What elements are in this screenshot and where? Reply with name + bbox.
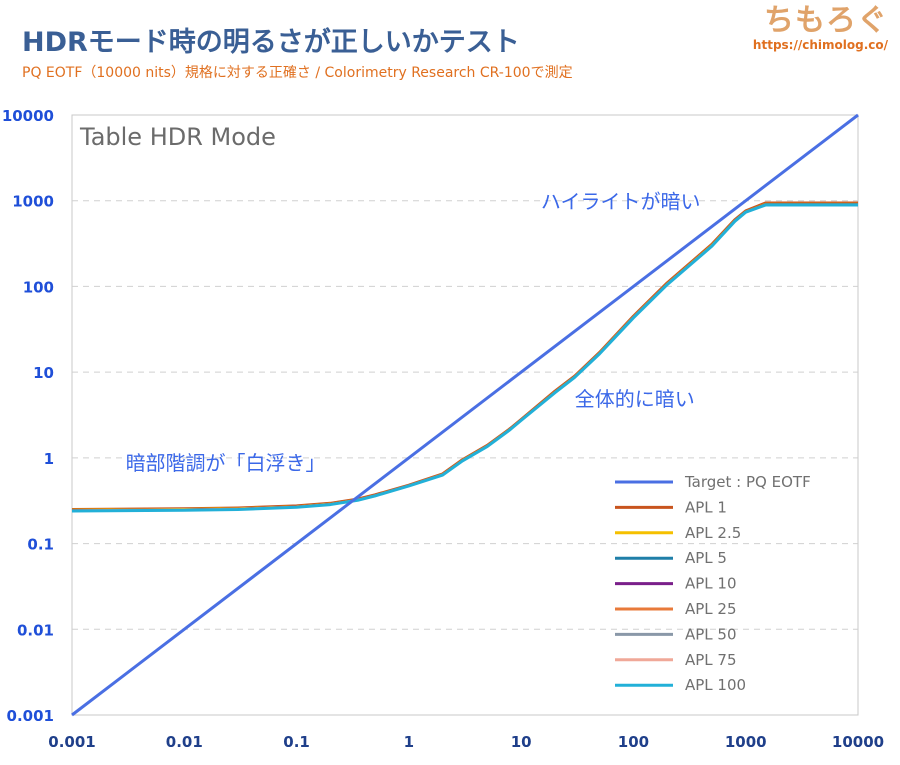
y-tick-label: 10 [33,364,54,382]
y-tick-label: 0.001 [7,707,54,725]
x-tick-label: 0.001 [48,733,95,751]
annotation-text: 全体的に暗い [575,387,695,411]
chart-title: HDRモード時の明るさが正しいかテスト [22,27,520,58]
legend-label: APL 10 [685,575,737,593]
y-tick-label: 100 [23,278,54,296]
y-tick-label: 1 [44,450,54,468]
x-tick-label: 0.01 [166,733,203,751]
series-line [71,113,859,717]
x-tick-label: 10000 [832,733,884,751]
legend-label: APL 100 [685,676,746,694]
brand-url: https://chimolog.co/ [752,38,888,52]
annotation-text: 暗部階調が「白浮き」 [126,451,326,475]
legend-label: APL 5 [685,549,727,567]
x-tick-label: 0.1 [283,733,310,751]
legend-label: APL 25 [685,600,737,618]
x-tick-label: 10 [511,733,532,751]
legend-label: APL 1 [685,498,727,516]
annotation-text: ハイライトが暗い [541,190,701,214]
legend-label: APL 75 [685,651,737,669]
x-tick-label: 1000 [725,733,767,751]
brand-logo: ちもろぐ https://chimolog.co/ [752,3,888,53]
legend-label: Target : PQ EOTF [684,473,811,491]
series-line [71,203,858,513]
y-tick-label: 0.01 [17,621,54,639]
x-tick-label: 1 [404,733,414,751]
chart-subtitle: PQ EOTF（10000 nits）規格に対する正確さ / Colorimet… [22,65,573,81]
x-tick-label: 100 [618,733,649,751]
legend-label: APL 50 [685,625,737,643]
y-tick-label: 1000 [12,193,54,211]
y-tick-label: 10000 [2,107,54,125]
legend-label: APL 2.5 [685,524,741,542]
panel-title: Table HDR Mode [79,123,276,151]
brand-name: ちもろぐ [764,3,888,38]
y-tick-label: 0.1 [27,536,54,554]
